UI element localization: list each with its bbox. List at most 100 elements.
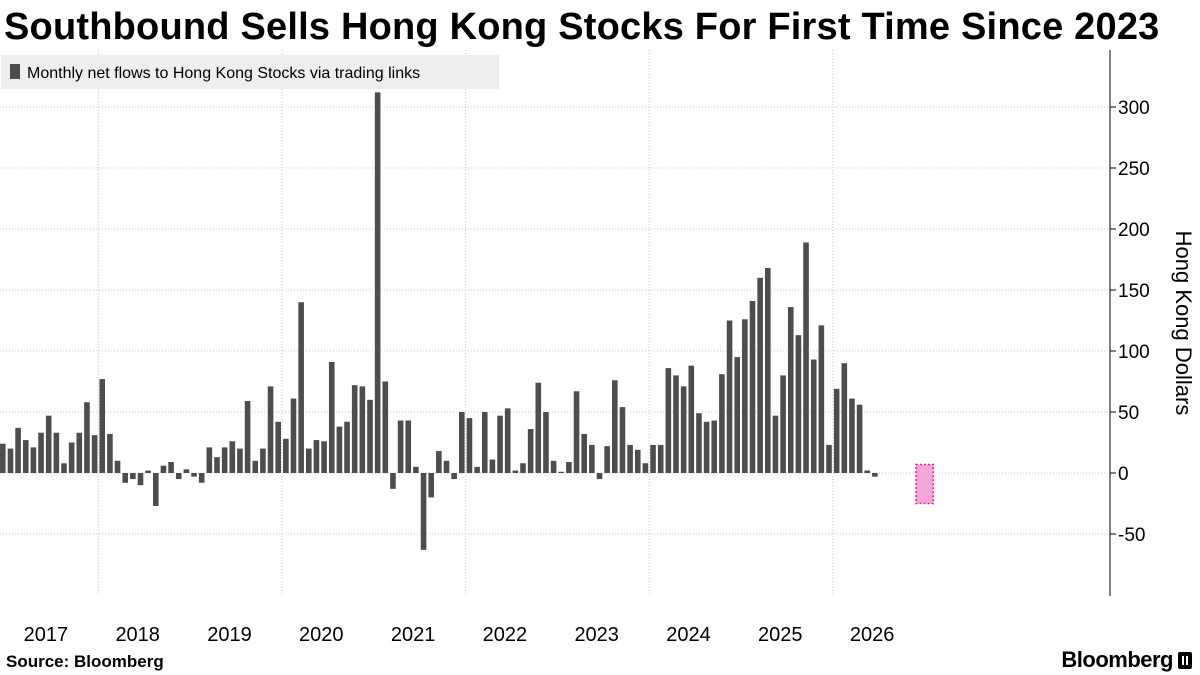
bar [137, 473, 144, 486]
x-tick-label: 2017 [24, 624, 69, 646]
bar [520, 463, 526, 473]
bar [15, 427, 21, 473]
bar [841, 363, 848, 473]
bar [198, 473, 205, 483]
bar [229, 441, 236, 473]
bar [673, 375, 679, 473]
bar [298, 302, 304, 473]
bar [512, 470, 519, 473]
bar [99, 379, 106, 473]
highlight-box [915, 463, 934, 505]
y-tick-label: 0 [1118, 464, 1129, 485]
bar [344, 421, 350, 473]
y-axis: -50 0 50 100 150 200 250 300 [1109, 50, 1150, 596]
bar [267, 386, 274, 473]
bar [130, 473, 136, 480]
bar [696, 413, 702, 473]
bar [573, 391, 580, 473]
bloomberg-logo: Bloomberg [1061, 647, 1192, 673]
bar [489, 459, 496, 473]
x-tick-label: 2020 [299, 624, 344, 646]
bar [91, 435, 98, 473]
bar [688, 365, 695, 473]
bar [336, 426, 343, 473]
bar [596, 473, 603, 480]
bar [107, 433, 113, 473]
bar [153, 473, 159, 506]
bar [504, 408, 511, 473]
bar [45, 415, 52, 473]
bar [634, 449, 641, 473]
bar [7, 448, 14, 473]
bar [275, 421, 281, 473]
bar [818, 325, 825, 473]
bar [627, 444, 633, 473]
bar [84, 402, 90, 473]
bar [321, 441, 327, 473]
bar [642, 463, 649, 473]
x-tick-label: 2022 [483, 624, 528, 646]
x-tick-label: 2025 [758, 624, 803, 646]
bar [864, 470, 871, 473]
bar [68, 442, 75, 473]
bar [168, 462, 174, 473]
bar [22, 440, 29, 473]
bars [0, 92, 878, 550]
x-tick-label: 2021 [391, 624, 436, 646]
bloomberg-mark-icon [1178, 651, 1192, 669]
bar [849, 398, 855, 473]
bar [175, 473, 182, 480]
bar [650, 444, 656, 473]
bar [619, 407, 626, 473]
x-tick-label: 2024 [666, 624, 711, 646]
bar [589, 444, 595, 473]
bar [872, 473, 878, 477]
bar [734, 357, 740, 473]
grid-lines [0, 50, 1110, 596]
bar [359, 386, 366, 473]
y-tick-label: 150 [1118, 281, 1150, 302]
bar [833, 388, 840, 473]
x-tick-label: 2019 [207, 624, 252, 646]
bar [313, 440, 320, 473]
bar [122, 473, 128, 483]
bar [413, 466, 419, 473]
legend: Monthly net flows to Hong Kong Stocks vi… [1, 55, 499, 89]
y-tick-label: 200 [1118, 220, 1150, 241]
bar [787, 307, 794, 473]
bar [795, 335, 802, 473]
bar [436, 451, 442, 473]
bar [826, 444, 832, 473]
bar [459, 412, 465, 473]
bar [543, 412, 549, 473]
bar [382, 381, 389, 473]
bar [390, 473, 396, 489]
y-tick-label: 100 [1118, 342, 1150, 363]
legend-label: Monthly net flows to Hong Kong Stocks vi… [27, 65, 420, 82]
bar [374, 92, 381, 474]
y-axis-title: Hong Kong Dollars [1171, 231, 1196, 416]
bar [328, 361, 335, 473]
bar [283, 438, 289, 473]
bar [657, 444, 664, 473]
bar [244, 401, 251, 473]
bar [719, 374, 725, 473]
bar [38, 432, 44, 473]
bar [497, 415, 503, 473]
bar [856, 404, 863, 473]
bar [527, 429, 534, 473]
bar [160, 465, 167, 473]
bar [581, 433, 587, 473]
bar [780, 375, 786, 473]
bar [191, 473, 197, 477]
bar [30, 447, 37, 473]
bar [443, 460, 450, 473]
bar [451, 473, 457, 480]
bar [252, 460, 259, 473]
bar [420, 473, 427, 550]
bar [0, 443, 6, 473]
y-tick-label: 300 [1118, 98, 1150, 119]
bar [183, 469, 190, 473]
bar [306, 448, 312, 473]
